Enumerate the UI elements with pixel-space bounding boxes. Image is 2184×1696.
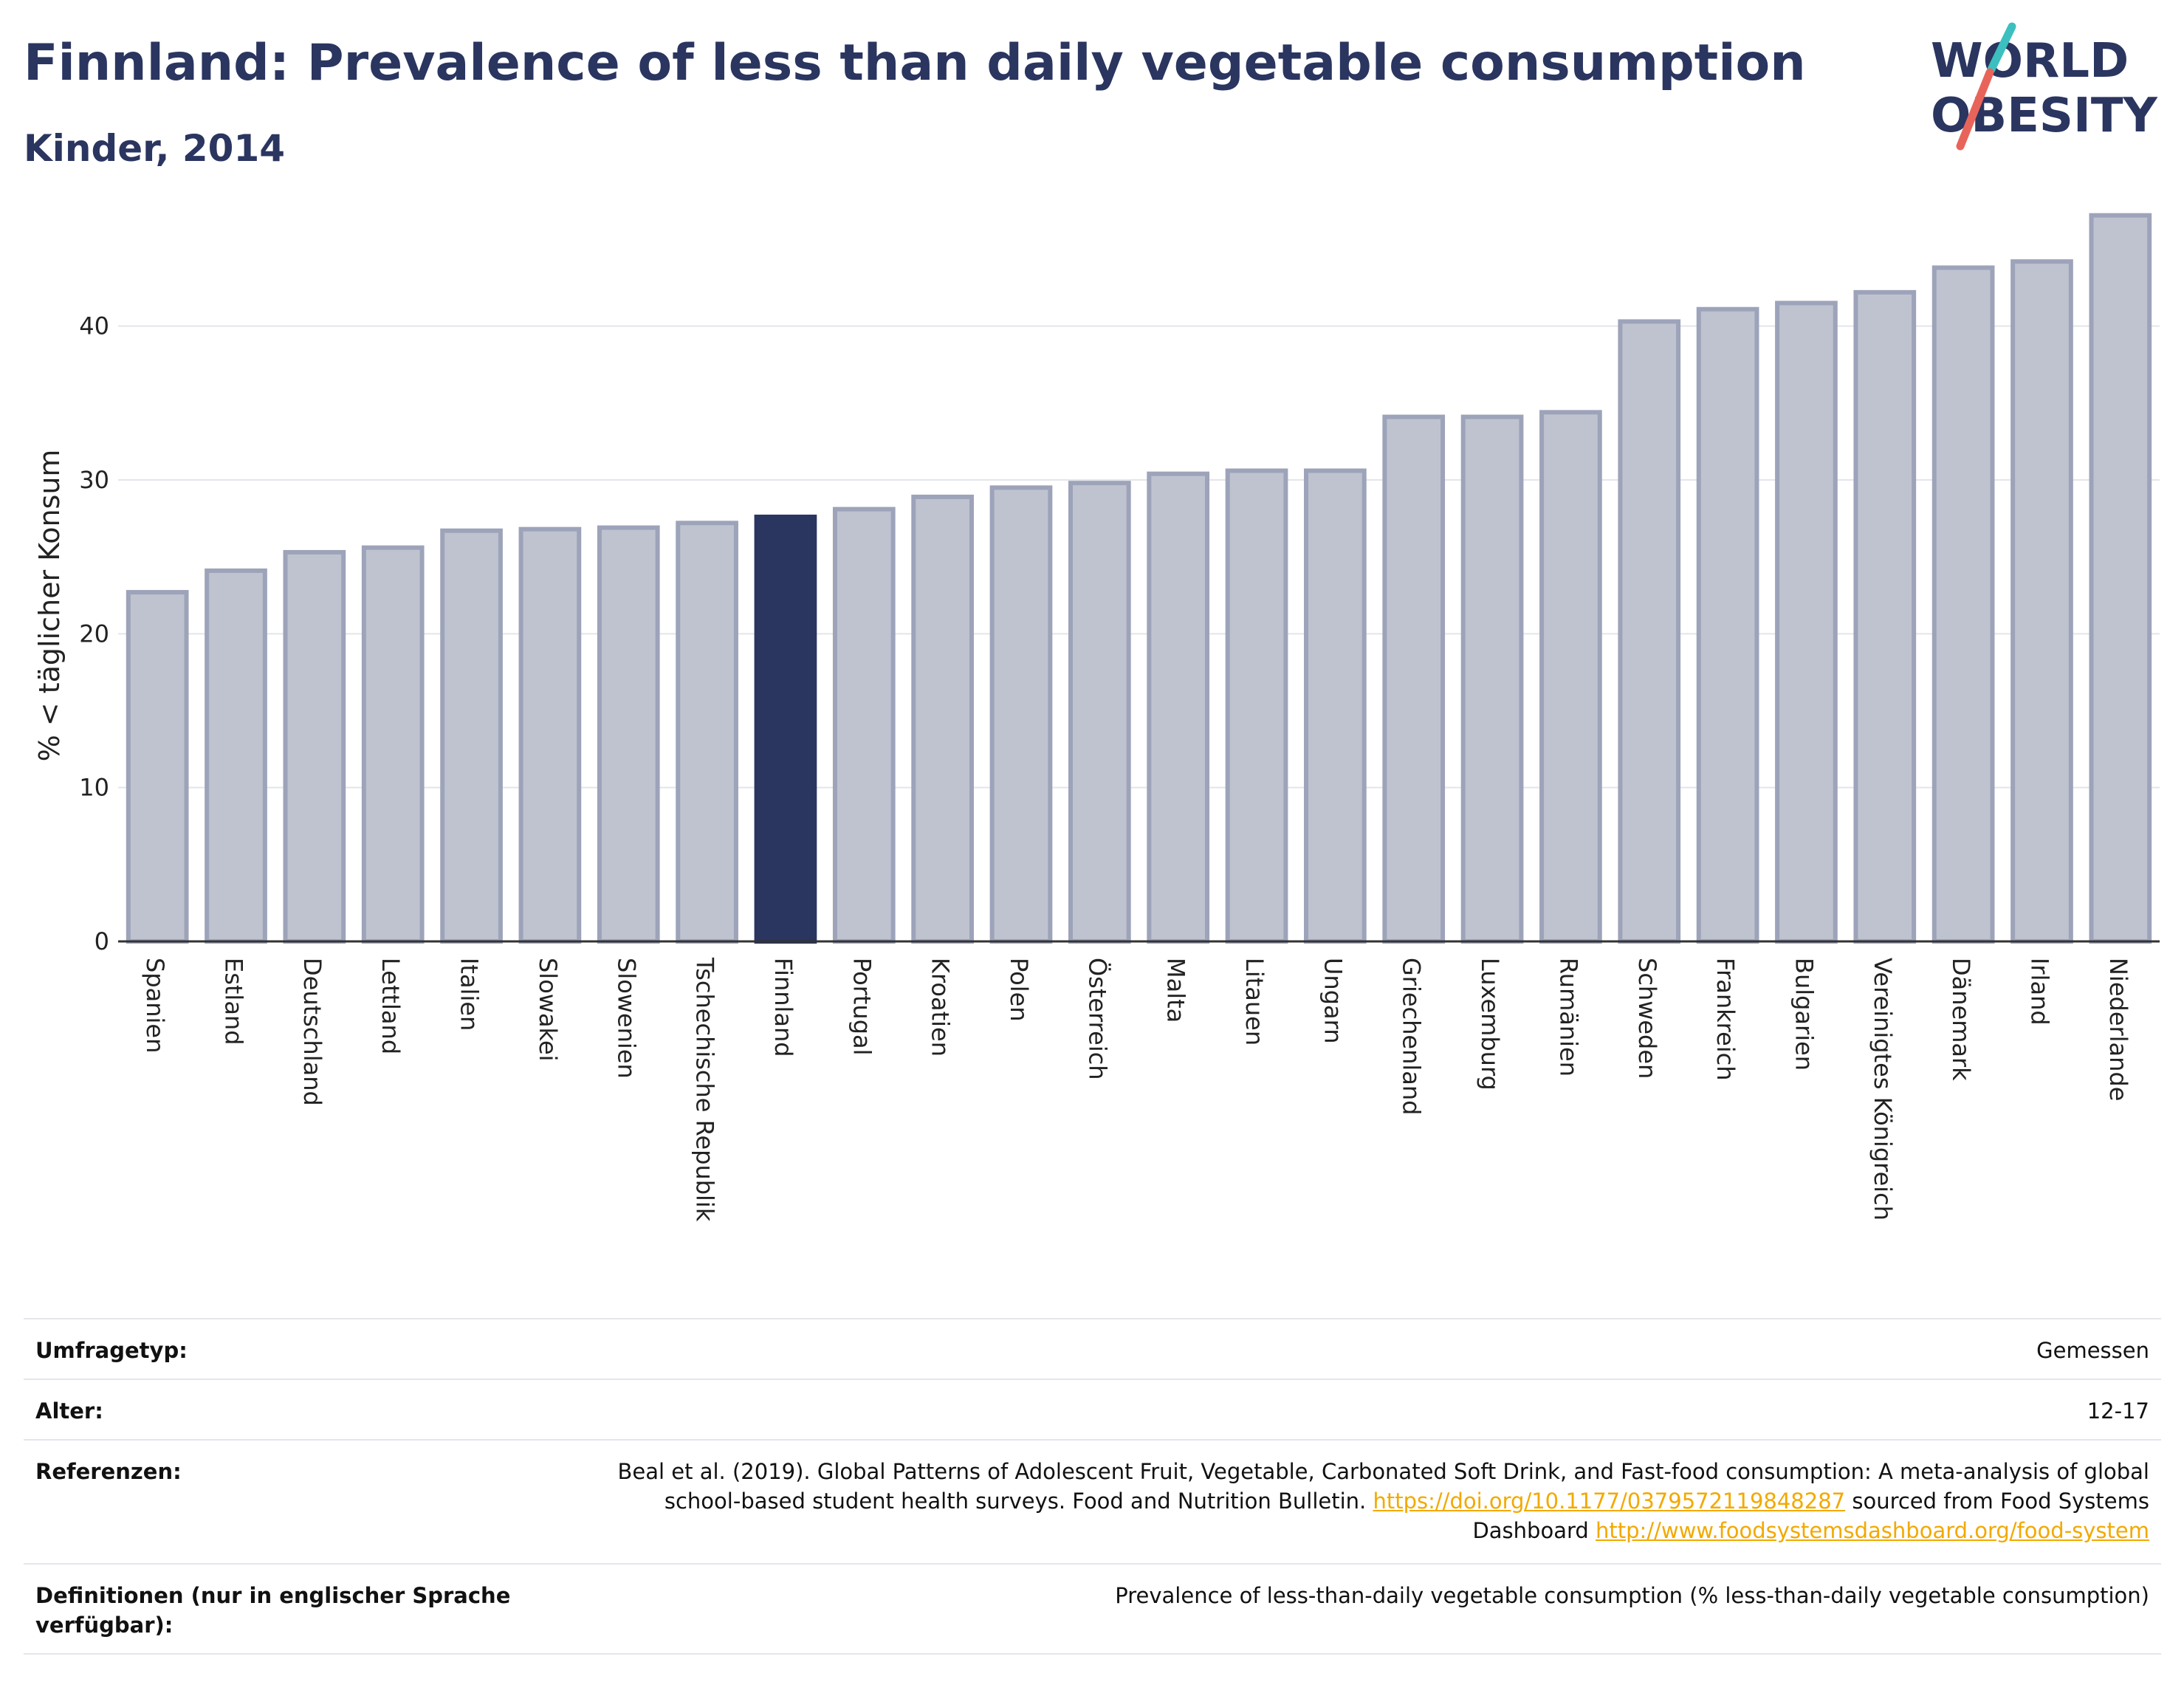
bar (283, 549, 346, 944)
bar (205, 568, 267, 944)
x-tick-label: Schweden (1633, 958, 1661, 1079)
chart-title: Finnland: Prevalence of less than daily … (24, 34, 1806, 92)
axes: 0 10 20 30 40 Spanien Estland Deutschland Lettla… (79, 312, 2160, 1222)
x-tick-label: Italien (456, 958, 484, 1031)
bars (126, 213, 2152, 944)
x-tick-label: Spanien (141, 958, 169, 1053)
definitions-label: Definitionen (nur in englischer Sprache … (24, 1563, 555, 1655)
logo-line1: WORLD (1931, 34, 2129, 89)
bar (2089, 213, 2152, 944)
bar (2010, 259, 2073, 944)
bar (1853, 289, 1917, 944)
x-tick-label: Luxemburg (1476, 958, 1504, 1091)
x-tick-label: Österreich (1083, 958, 1111, 1080)
bar-chart: 0 10 20 30 40 Spanien Estland Deutschland Lettla… (33, 213, 2160, 1222)
bar (676, 521, 738, 944)
world-obesity-logo: WORLD OBESITY (1931, 22, 2157, 151)
bar (1931, 265, 1995, 944)
age-value: 12-17 (555, 1379, 2161, 1441)
references-text-1: Beal et al. (2019). Global Patterns of A… (617, 1459, 2149, 1514)
bar (1068, 481, 1131, 944)
info-row-survey-type: Umfragetyp: Gemessen (24, 1318, 2161, 1380)
info-row-definitions: Definitionen (nur in englischer Sprache … (24, 1563, 2161, 1655)
chart-subtitle: Kinder, 2014 (24, 127, 286, 170)
definitions-value: Prevalence of less-than-daily vegetable … (555, 1563, 2161, 1655)
x-tick-label: Griechenland (1398, 958, 1426, 1115)
logo-slash-teal (1987, 22, 2016, 74)
x-tick-label: Polen (1005, 958, 1033, 1022)
bar (1696, 306, 1759, 944)
bar (989, 485, 1053, 944)
info-row-age: Alter: 12-17 (24, 1379, 2161, 1441)
survey-type-value: Gemessen (555, 1318, 2161, 1380)
food-systems-dashboard-link[interactable]: http://www.foodsystemsdashboard.org/food… (1596, 1518, 2149, 1543)
x-tick-label: Tschechische Republik (691, 957, 719, 1222)
y-axis-label: % < täglicher Konsum (33, 450, 66, 762)
references-label: Referenzen: (24, 1439, 555, 1565)
x-tick-label: Estland (220, 958, 248, 1046)
x-tick-label: Rumänien (1554, 958, 1582, 1077)
x-tick-label: Slowenien (612, 958, 640, 1079)
x-tick-label: Portugal (848, 958, 876, 1056)
bar-highlighted (754, 515, 817, 944)
x-tick-label: Bulgarien (1790, 958, 1818, 1071)
bar (1539, 410, 1602, 944)
y-tick-label: 40 (79, 312, 109, 340)
x-tick-label: Frankreich (1711, 958, 1740, 1081)
bar (832, 507, 896, 944)
x-tick-label: Deutschland (298, 958, 326, 1106)
logo-slash-coral (1956, 68, 1994, 151)
bar (1304, 468, 1367, 944)
x-tick-label: Malta (1162, 958, 1190, 1023)
x-tick-label: Vereinigtes Königreich (1869, 958, 1897, 1220)
survey-type-label: Umfragetyp: (24, 1318, 555, 1380)
bar (911, 494, 974, 944)
bar (1775, 301, 1838, 944)
grid-lines (118, 325, 2160, 789)
x-tick-label: Kroatien (927, 958, 955, 1057)
bar (126, 590, 189, 944)
x-tick-label: Irland (2025, 958, 2053, 1026)
x-tick-label: Lettland (377, 958, 405, 1054)
bar (1460, 414, 1524, 944)
y-tick-label: 10 (79, 774, 109, 802)
bar (361, 545, 425, 944)
bar (1382, 414, 1446, 944)
x-tick-label: Ungarn (1319, 958, 1347, 1044)
age-label: Alter: (24, 1379, 555, 1441)
bar (1618, 319, 1681, 944)
info-row-references: Referenzen: Beal et al. (2019). Global P… (24, 1439, 2161, 1565)
x-tick-label: Niederlande (2104, 958, 2132, 1101)
x-tick-label: Litauen (1240, 958, 1268, 1046)
x-tick-label: Dänemark (1947, 958, 1975, 1081)
info-table: Umfragetyp: Gemessen Alter: 12-17 Refere… (24, 1318, 2161, 1655)
references-text-2: sourced from Food Systems Dashboard (1472, 1489, 2149, 1543)
references-value: Beal et al. (2019). Global Patterns of A… (555, 1439, 2161, 1565)
x-tick-label: Finnland (769, 958, 797, 1057)
y-tick-label: 30 (79, 466, 109, 494)
bar (518, 526, 582, 944)
bar (1147, 471, 1210, 944)
doi-link[interactable]: https://doi.org/10.1177/0379572119848287 (1373, 1489, 1846, 1514)
bar (1225, 468, 1288, 944)
y-tick-label: 0 (95, 927, 109, 955)
y-tick-label: 20 (79, 619, 109, 648)
bar (440, 528, 503, 944)
bar (597, 525, 660, 944)
x-tick-label: Slowakei (534, 958, 562, 1062)
